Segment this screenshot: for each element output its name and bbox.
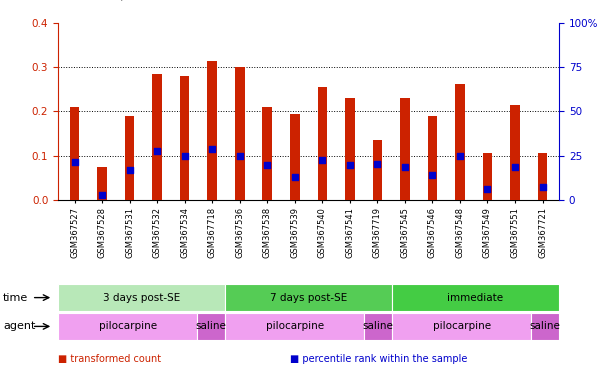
Bar [483, 153, 492, 200]
Point [345, 162, 355, 168]
Bar [70, 107, 79, 200]
Bar [510, 105, 520, 200]
Point [428, 172, 437, 179]
Bar [345, 98, 354, 200]
Text: agent: agent [3, 321, 35, 331]
Point [152, 148, 162, 154]
Text: pilocarpine: pilocarpine [266, 321, 324, 331]
Text: immediate: immediate [447, 293, 503, 303]
Bar [364, 313, 392, 340]
Bar [197, 313, 225, 340]
Bar [225, 284, 392, 311]
Text: pilocarpine: pilocarpine [433, 321, 491, 331]
Point [455, 152, 465, 159]
Point [180, 152, 189, 159]
Text: saline: saline [530, 321, 560, 331]
Point [97, 192, 107, 199]
Bar [180, 76, 189, 200]
Bar [207, 61, 217, 200]
Bar [428, 116, 437, 200]
Text: 7 days post-SE: 7 days post-SE [270, 293, 347, 303]
Point [207, 146, 217, 152]
Bar [225, 313, 364, 340]
Bar [125, 116, 134, 200]
Point [400, 164, 410, 170]
Text: saline: saline [363, 321, 393, 331]
Text: saline: saline [196, 321, 227, 331]
Bar [531, 313, 559, 340]
Bar [318, 87, 327, 200]
Bar [373, 140, 382, 200]
Bar [392, 284, 559, 311]
Point [373, 161, 382, 167]
Text: ■ transformed count: ■ transformed count [58, 354, 161, 364]
Text: 3 days post-SE: 3 days post-SE [103, 293, 180, 303]
Bar [538, 153, 547, 200]
Point [262, 162, 272, 168]
Text: GDS3827 / 36045: GDS3827 / 36045 [58, 0, 169, 2]
Bar [152, 74, 162, 200]
Text: ■ percentile rank within the sample: ■ percentile rank within the sample [290, 354, 467, 364]
Bar [235, 67, 244, 200]
Bar [290, 114, 299, 200]
Bar [58, 313, 197, 340]
Text: pilocarpine: pilocarpine [98, 321, 156, 331]
Bar [392, 313, 531, 340]
Point [510, 164, 520, 170]
Bar [97, 167, 107, 200]
Text: time: time [3, 293, 28, 303]
Point [125, 167, 134, 173]
Bar [455, 84, 465, 200]
Point [538, 184, 547, 190]
Point [290, 174, 299, 180]
Bar [400, 98, 410, 200]
Point [235, 152, 244, 159]
Bar [58, 284, 225, 311]
Bar [263, 107, 272, 200]
Point [70, 159, 79, 165]
Point [318, 157, 327, 163]
Point [483, 185, 492, 192]
